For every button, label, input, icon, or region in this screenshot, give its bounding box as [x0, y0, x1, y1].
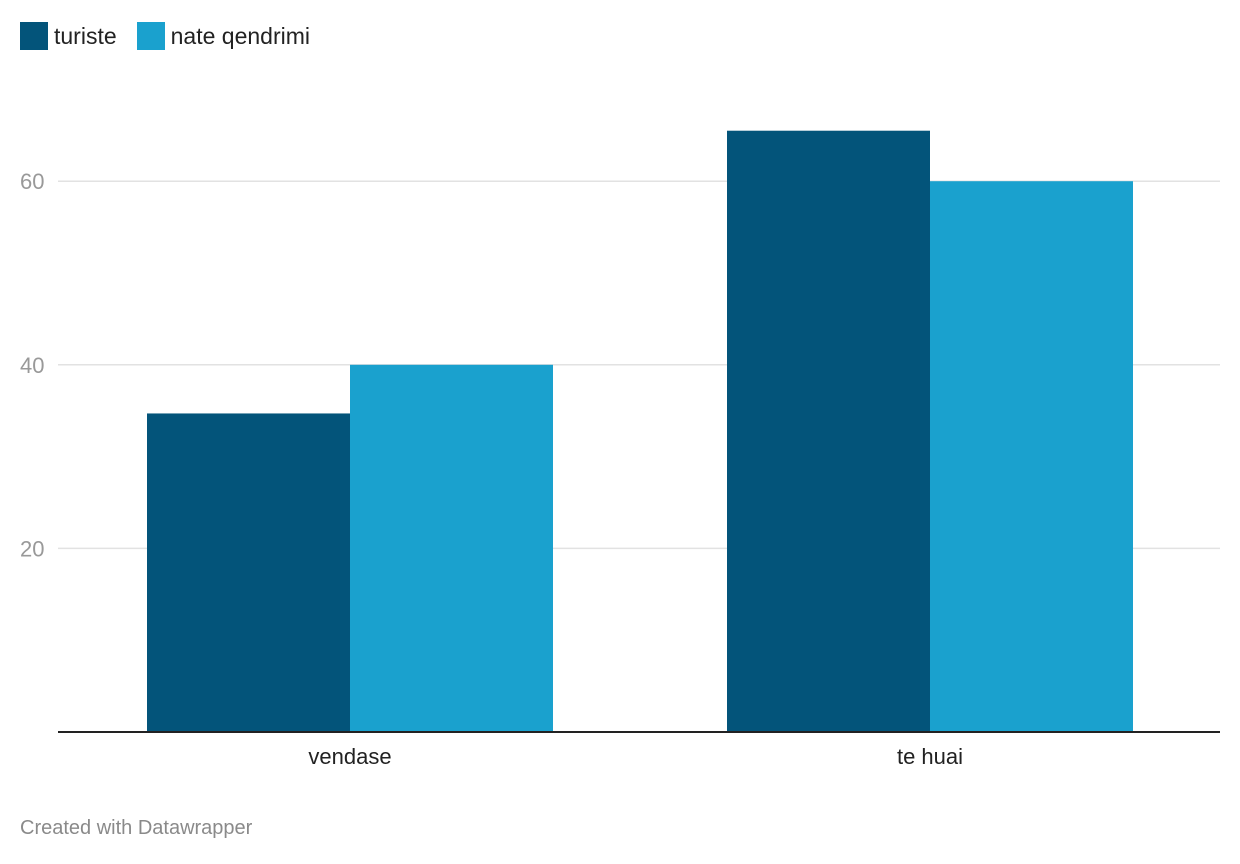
legend-label: turiste — [54, 22, 117, 49]
bar — [930, 181, 1133, 732]
x-tick-label: te huai — [897, 744, 963, 769]
x-tick-label: vendase — [308, 744, 391, 769]
bar — [727, 130, 930, 732]
legend-item-turiste: turiste — [20, 22, 117, 50]
y-tick-label: 20 — [20, 536, 44, 561]
y-tick-label: 40 — [20, 353, 44, 378]
bar — [350, 364, 553, 732]
bars — [147, 130, 1133, 732]
credit-text: Created with Datawrapper — [20, 817, 253, 839]
x-axis: vendase te huai — [58, 731, 1220, 769]
y-tick-label: 60 — [20, 169, 44, 194]
bar — [147, 413, 350, 732]
legend-item-nate-qendrimi: nate qendrimi — [136, 22, 310, 50]
legend: turiste nate qendrimi — [20, 22, 330, 50]
legend-label: nate qendrimi — [170, 22, 310, 49]
legend-swatch — [136, 22, 165, 50]
legend-swatch — [20, 22, 48, 50]
